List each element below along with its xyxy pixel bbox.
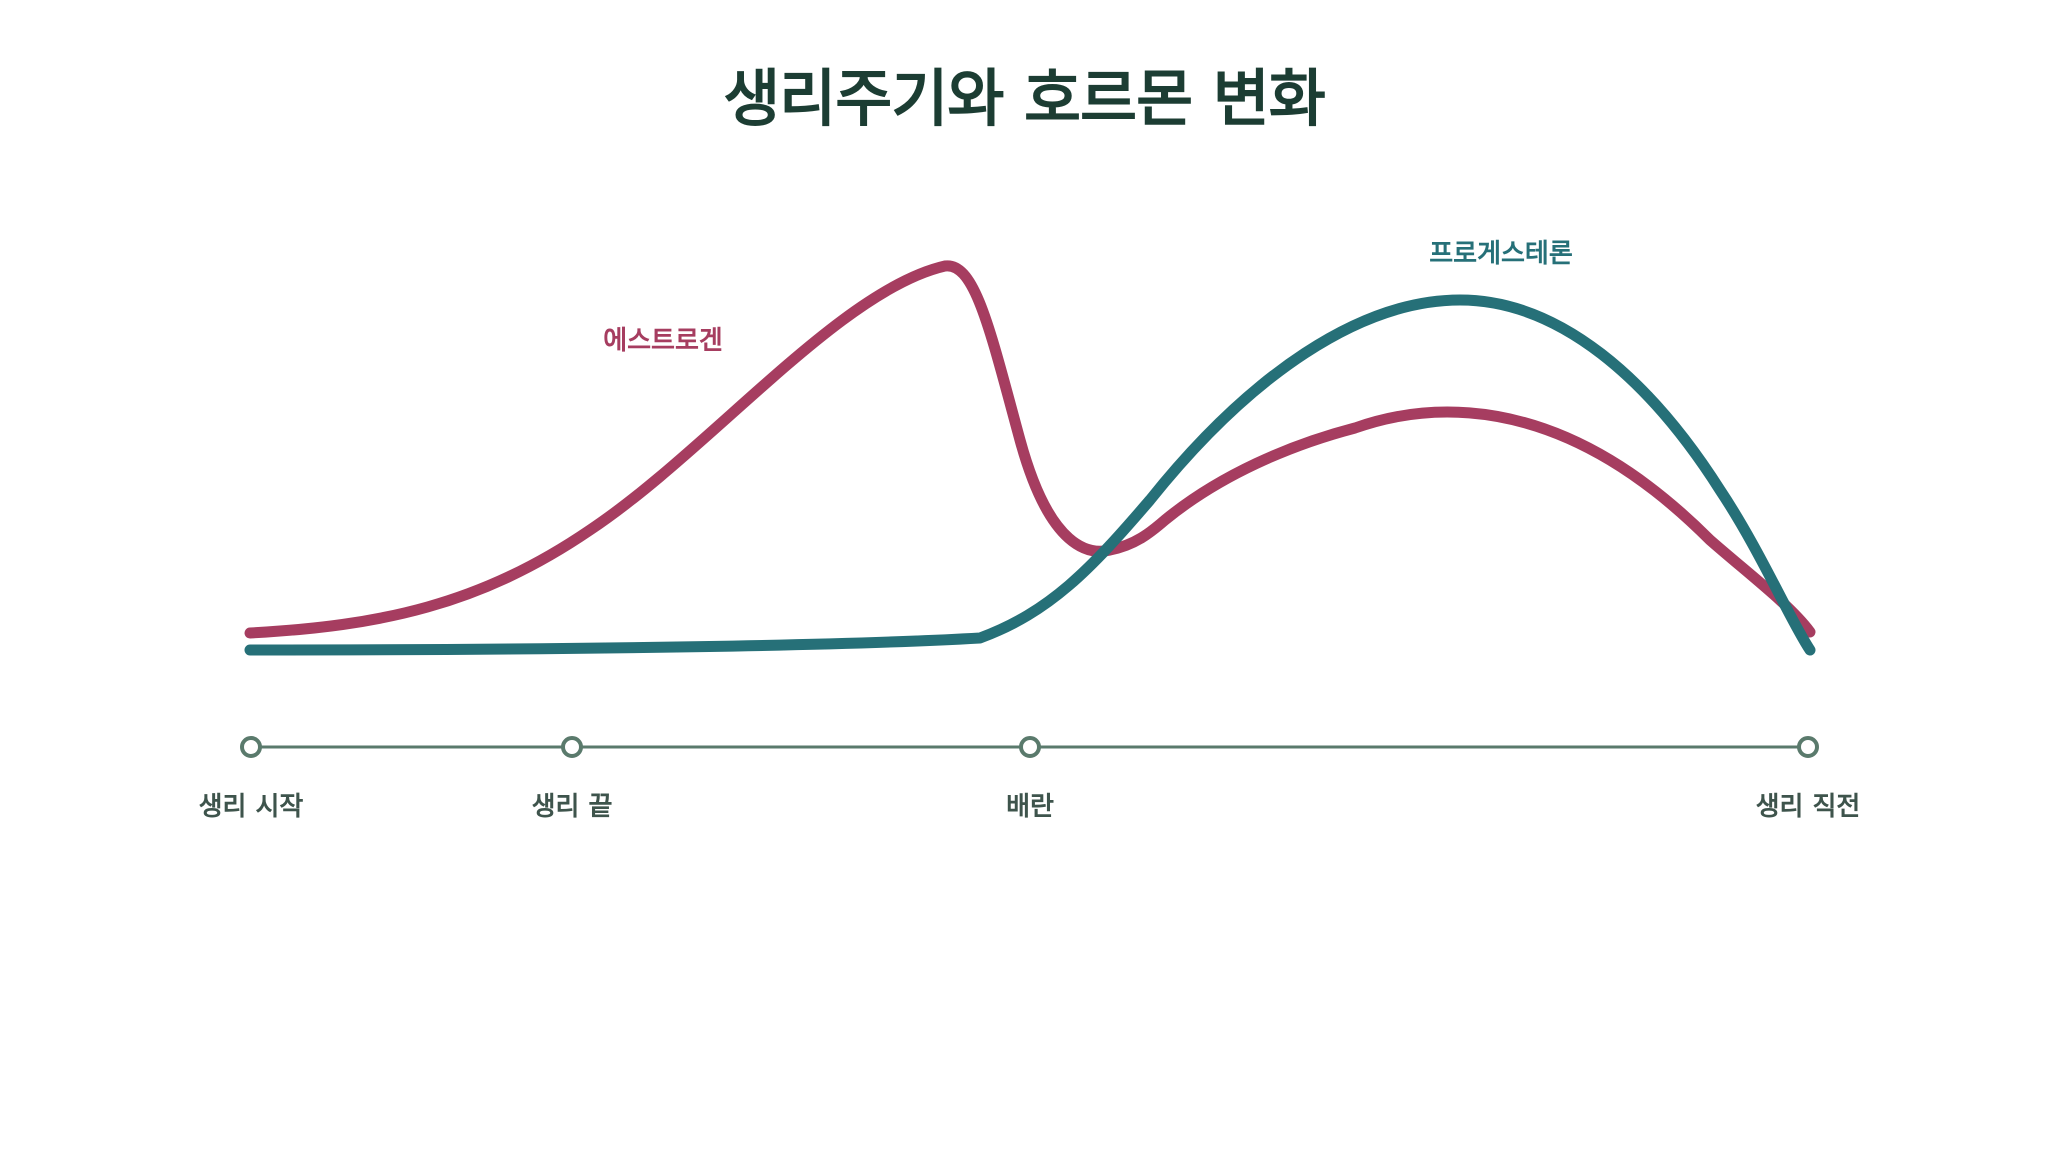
milestone-marker [1797,736,1819,758]
milestone-label: 배란 [1006,792,1054,822]
milestone-label: 생리 끝 [532,792,613,822]
progesterone-label: 프로게스테론 [1429,239,1573,269]
milestone-marker [240,736,262,758]
page-title: 생리주기와 호르몬 변화 [723,62,1326,135]
milestone-marker [561,736,583,758]
milestone-label: 생리 직전 [1756,792,1861,822]
milestone-marker [1019,736,1041,758]
progesterone-curve [244,294,1816,656]
estrogen-curve [244,260,1816,639]
estrogen-label: 에스트로겐 [603,326,723,356]
milestone-label: 생리 시작 [199,792,304,822]
